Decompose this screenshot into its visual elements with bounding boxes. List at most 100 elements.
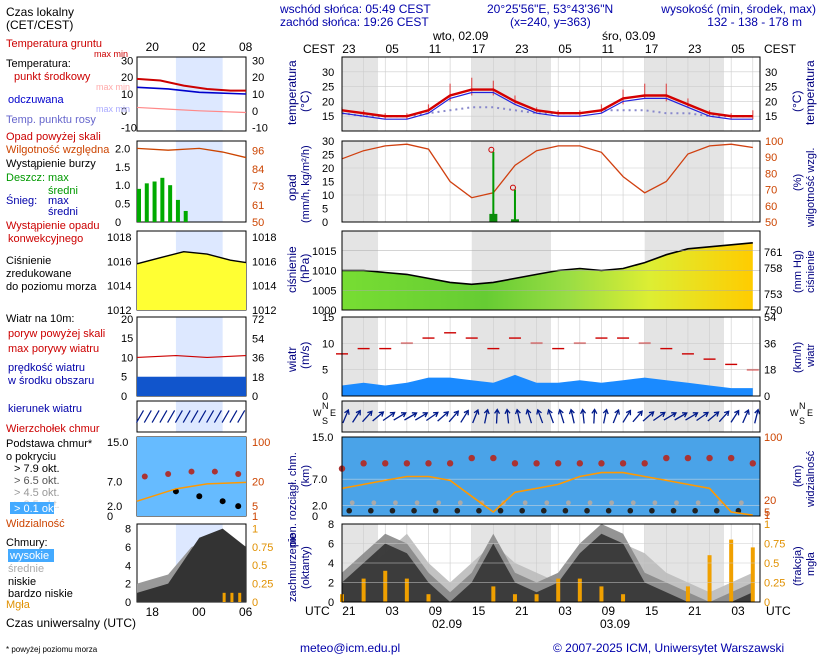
cloud-top-dot bbox=[555, 460, 562, 467]
legend-rain-bar bbox=[183, 210, 188, 222]
wind-axis-unit-right: (km/h) bbox=[792, 342, 804, 373]
wind-arrow-head bbox=[754, 408, 761, 415]
wind-axis-unit: (m/s) bbox=[298, 342, 312, 369]
legend-gust-line bbox=[136, 354, 247, 359]
legend-temp-tick-left: 20 bbox=[121, 72, 133, 84]
wind-arrow bbox=[393, 412, 407, 421]
cloud-base-dot bbox=[389, 507, 396, 514]
wind-arrow-head bbox=[682, 412, 688, 418]
wind-arrow-head bbox=[602, 408, 609, 415]
legend-wind-arrow bbox=[151, 410, 160, 423]
cest-left: CEST bbox=[303, 42, 336, 56]
legend-press-tick-right: 1016 bbox=[252, 256, 276, 268]
temp-tick-right: 15 bbox=[765, 111, 777, 123]
legend-press-tick-left: 1018 bbox=[107, 232, 131, 244]
cloud-cover-tick-left: 2 bbox=[328, 578, 334, 590]
legend-cloud-o01-box bbox=[10, 502, 54, 514]
legend-precip-tick-left: 1.0 bbox=[115, 180, 130, 192]
legend-rain-mid: średni bbox=[48, 185, 78, 197]
legend-wind-arrow-shaft bbox=[167, 410, 176, 423]
wind-arrow bbox=[425, 411, 439, 422]
pressure-area bbox=[342, 242, 753, 310]
cloud-base-dot bbox=[584, 507, 590, 514]
wind-arrow-head bbox=[504, 408, 511, 415]
wind-tick-left: 0 bbox=[322, 391, 328, 403]
footer-email[interactable]: meteo@icm.edu.pl bbox=[300, 641, 400, 655]
legend-wind-arrow bbox=[182, 410, 191, 423]
cloud-base-dot-light bbox=[544, 500, 550, 506]
wind-arrow bbox=[580, 408, 587, 424]
legend-winddir: kierunek wiatru bbox=[8, 403, 82, 415]
cloud-base-dot-light bbox=[674, 500, 679, 506]
legend-rain-bar bbox=[168, 185, 173, 222]
wind-arrow-shaft bbox=[754, 409, 759, 424]
wind-arrow-head bbox=[703, 411, 710, 418]
legend-cc-tick-right: 1 bbox=[252, 523, 258, 535]
fog-tick-right: 0.75 bbox=[764, 539, 785, 551]
legend-pressure-area bbox=[137, 251, 246, 310]
compass-e-right: E bbox=[807, 408, 813, 418]
precip-axis-label: opad bbox=[285, 174, 299, 201]
cloud-base-dot bbox=[713, 507, 720, 514]
wind-arrow-shaft bbox=[718, 410, 730, 423]
legend-border-wdir bbox=[136, 400, 247, 433]
fog-bar bbox=[750, 547, 755, 602]
cloud-base-dot-light bbox=[652, 500, 658, 506]
wind-arrow-head bbox=[463, 409, 469, 416]
cloud-base-dot bbox=[562, 507, 569, 514]
cloud-top-dot bbox=[619, 460, 627, 467]
legend-cloud-top-dot bbox=[235, 471, 242, 478]
temp-tick-right: 30 bbox=[765, 67, 777, 79]
cloud-cover-tick-left: 6 bbox=[328, 539, 334, 551]
legend-night-temp bbox=[175, 57, 223, 131]
cloud-base-dot bbox=[519, 507, 525, 514]
legend-cb-tick-left: 15.0 bbox=[107, 437, 128, 449]
legend-wind-arrow bbox=[167, 410, 176, 423]
wind-arrow bbox=[591, 408, 598, 424]
convective-marker bbox=[488, 146, 495, 153]
wind-arrow-head bbox=[546, 408, 553, 415]
legend-temp-air: Temperatura: bbox=[6, 58, 71, 70]
cloud-top-dot bbox=[641, 460, 648, 467]
local-time-sub: (CET/CEST) bbox=[6, 18, 73, 32]
legend-wind-arrow-shaft bbox=[151, 410, 160, 423]
humidity-axis-unit: (%) bbox=[792, 174, 804, 191]
grid-point: (x=240, y=363) bbox=[510, 15, 591, 29]
precip-tick-left: 20 bbox=[322, 163, 334, 175]
legend-precip-tick-right: 50 bbox=[252, 217, 264, 229]
temp-tick-left: 30 bbox=[322, 67, 334, 79]
wind-arrow bbox=[674, 412, 688, 421]
legend-wind-tick-left: 20 bbox=[121, 314, 133, 326]
legend-tick-bottom: 18 bbox=[146, 605, 160, 619]
legend-tick-bottom: 00 bbox=[192, 605, 206, 619]
legend-wind-arrow bbox=[190, 410, 199, 423]
legend-cb-tick-right: 100 bbox=[252, 437, 270, 449]
temp-tick-left: 15 bbox=[322, 111, 334, 123]
wind-arrow bbox=[754, 408, 761, 424]
wind-arrow-head bbox=[389, 411, 396, 418]
wind-arrow-head bbox=[344, 408, 350, 415]
precip-tick-left: 0 bbox=[322, 217, 328, 229]
legend-snow-max: max bbox=[48, 195, 69, 207]
wind-arrow-shaft bbox=[495, 409, 498, 424]
cloud-base-dot-light bbox=[371, 500, 377, 506]
cloud-base-dot-light bbox=[695, 500, 701, 506]
legend-wind-arrow-shaft bbox=[174, 410, 183, 423]
legend-wind-tick-right: 54 bbox=[252, 333, 264, 345]
wind-arrow-shaft bbox=[472, 409, 479, 424]
day2-top: śro, 03.09 bbox=[602, 29, 656, 43]
night-band-precip bbox=[644, 141, 724, 222]
legend-visibility: Widzialność bbox=[6, 518, 65, 530]
fog-bar bbox=[729, 539, 734, 602]
wind-arrow-head bbox=[422, 412, 429, 418]
legend-rain: Deszcz: bbox=[6, 172, 45, 184]
fog-bar bbox=[491, 586, 496, 602]
precip-tick-left: 25 bbox=[322, 150, 334, 162]
cloud-base-dot-light bbox=[609, 500, 615, 506]
panel-border-cc bbox=[341, 523, 761, 603]
cloud-base-dot bbox=[454, 507, 461, 514]
legend-cb-tick-right: 5 bbox=[252, 501, 258, 513]
wind-axis-label: wiatr bbox=[285, 347, 299, 373]
fog-bar bbox=[707, 555, 712, 602]
pressure-axis-unit-right: (mm Hg) bbox=[792, 250, 804, 293]
